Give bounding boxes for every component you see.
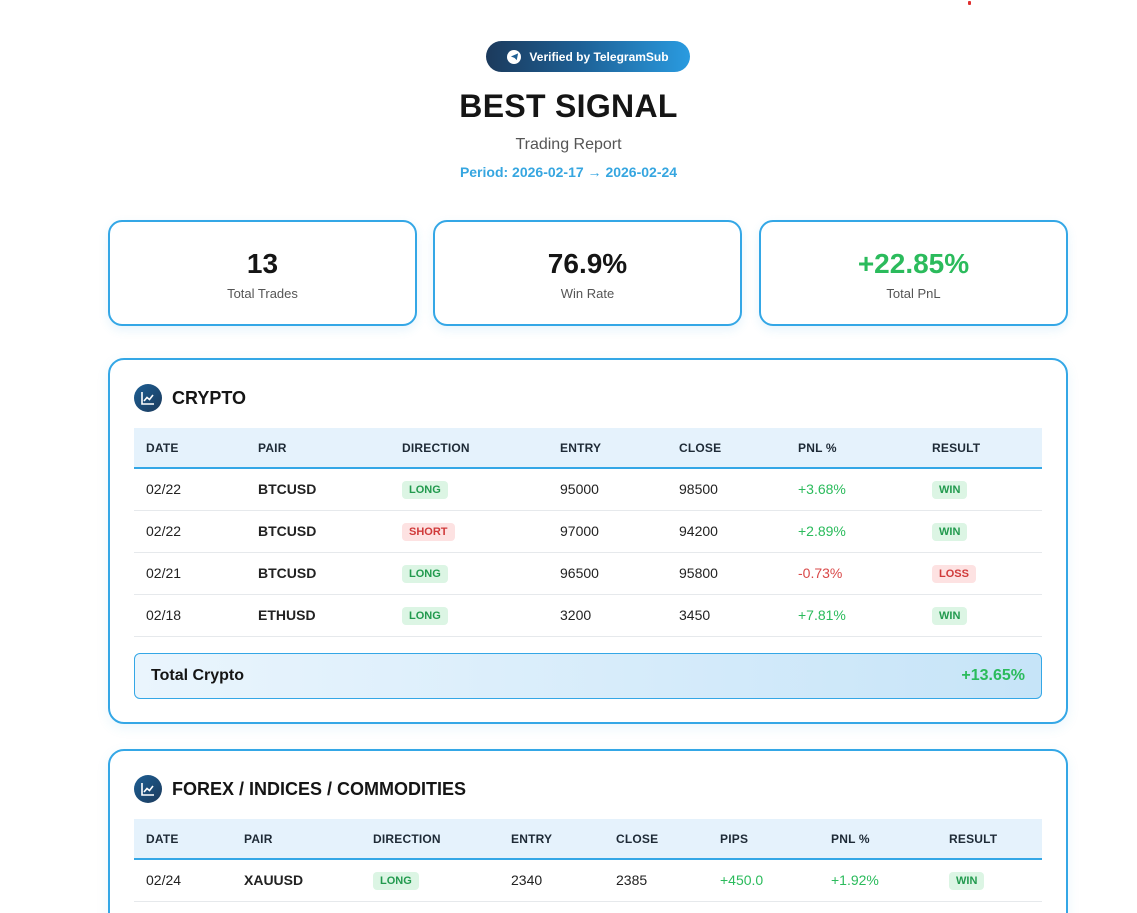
- close-cell: 2385: [604, 859, 708, 902]
- close-cell: 94200: [667, 510, 786, 553]
- chart-line-icon: [134, 775, 162, 803]
- close-cell: 95800: [667, 552, 786, 595]
- section-title: FOREX / INDICES / COMMODITIES: [172, 778, 467, 799]
- pair-cell: BTCUSD: [246, 468, 390, 511]
- telegram-icon: [507, 49, 522, 64]
- stat-label: Total PnL: [886, 286, 941, 301]
- stat-label: Total Trades: [227, 286, 298, 301]
- pair-cell: BTCUSD: [246, 510, 390, 553]
- table-row: 02/22 BTCUSD SHORT 97000 94200 +2.89% WI…: [134, 510, 1042, 553]
- crypto-total-bar: Total Crypto +13.65%: [134, 653, 1042, 699]
- forex-section: FOREX / INDICES / COMMODITIES DATE PAIR …: [108, 749, 1068, 913]
- stat-card-total-trades: 13 Total Trades: [108, 220, 417, 326]
- red-dot-marker: [968, 1, 971, 5]
- column-header: PAIR: [232, 819, 361, 860]
- column-header: DIRECTION: [390, 428, 548, 469]
- table-row: 02/24 XAUUSD LONG 2340 2385 +450.0 +1.92…: [134, 859, 1042, 902]
- entry-cell: 96500: [548, 552, 667, 595]
- table-header-row: DATE PAIR DIRECTION ENTRY CLOSE PNL % RE…: [134, 428, 1042, 469]
- page-subtitle: Trading Report: [515, 136, 622, 153]
- result-badge: WIN: [949, 871, 985, 890]
- stat-value: 76.9%: [547, 248, 628, 279]
- pnl-cell: +2.89%: [786, 510, 920, 553]
- table-row: 02/18 ETHUSD LONG 3200 3450 +7.81% WIN: [134, 594, 1042, 637]
- stat-value: 13: [246, 248, 279, 279]
- date-cell: 02/22: [134, 510, 246, 553]
- date-cell: 02/24: [134, 859, 232, 902]
- table-header-row: DATE PAIR DIRECTION ENTRY CLOSE PIPS PNL…: [134, 819, 1042, 860]
- section-title: CRYPTO: [172, 387, 247, 408]
- column-header: PNL %: [819, 819, 937, 860]
- pnl-cell: -0.73%: [786, 552, 920, 595]
- direction-badge: LONG: [402, 564, 448, 583]
- result-badge: WIN: [932, 522, 968, 541]
- crypto-section: CRYPTO DATE PAIR DIRECTION ENTRY CLOSE P…: [108, 358, 1068, 724]
- result-badge: LOSS: [932, 564, 976, 583]
- column-header: CLOSE: [667, 428, 786, 469]
- forex-table: DATE PAIR DIRECTION ENTRY CLOSE PIPS PNL…: [134, 819, 1042, 902]
- stat-card-win-rate: 76.9% Win Rate: [433, 220, 742, 326]
- direction-badge: SHORT: [402, 522, 455, 541]
- entry-cell: 3200: [548, 594, 667, 637]
- entry-cell: 95000: [548, 468, 667, 511]
- pnl-cell: +3.68%: [786, 468, 920, 511]
- stat-value: +22.85%: [857, 248, 970, 279]
- column-header: CLOSE: [604, 819, 708, 860]
- report-period: Period: 2026-02-17 → 2026-02-24: [459, 164, 678, 180]
- pair-cell: BTCUSD: [246, 552, 390, 595]
- pair-cell: XAUUSD: [232, 859, 361, 902]
- close-cell: 3450: [667, 594, 786, 637]
- entry-cell: 97000: [548, 510, 667, 553]
- date-cell: 02/21: [134, 552, 246, 595]
- column-header: RESULT: [920, 428, 1042, 469]
- stat-card-total-pnl: +22.85% Total PnL: [759, 220, 1068, 326]
- page-title: BEST SIGNAL: [459, 88, 678, 124]
- column-header: PNL %: [786, 428, 920, 469]
- forex-section-header: FOREX / INDICES / COMMODITIES: [134, 775, 466, 803]
- column-header: PAIR: [246, 428, 390, 469]
- pips-cell: +450.0: [708, 859, 819, 902]
- pnl-cell: +1.92%: [819, 859, 937, 902]
- total-value: +13.65%: [961, 667, 1025, 684]
- total-label: Total Crypto: [151, 667, 245, 684]
- column-header: DATE: [134, 428, 246, 469]
- crypto-section-header: CRYPTO: [134, 384, 246, 412]
- verified-badge-label: Verified by TelegramSub: [529, 49, 669, 64]
- date-cell: 02/18: [134, 594, 246, 637]
- direction-badge: LONG: [402, 480, 448, 499]
- stat-label: Win Rate: [560, 286, 615, 301]
- table-row: 02/22 BTCUSD LONG 95000 98500 +3.68% WIN: [134, 468, 1042, 511]
- entry-cell: 2340: [499, 859, 604, 902]
- result-badge: WIN: [932, 480, 968, 499]
- pnl-cell: +7.81%: [786, 594, 920, 637]
- crypto-table: DATE PAIR DIRECTION ENTRY CLOSE PNL % RE…: [134, 428, 1042, 637]
- close-cell: 98500: [667, 468, 786, 511]
- column-header: PIPS: [708, 819, 819, 860]
- pair-cell: ETHUSD: [246, 594, 390, 637]
- chart-line-icon: [134, 384, 162, 412]
- date-cell: 02/22: [134, 468, 246, 511]
- column-header: RESULT: [937, 819, 1042, 860]
- column-header: ENTRY: [499, 819, 604, 860]
- result-badge: WIN: [932, 606, 968, 625]
- column-header: DATE: [134, 819, 232, 860]
- verified-badge: Verified by TelegramSub: [486, 41, 690, 72]
- column-header: DIRECTION: [361, 819, 499, 860]
- table-row: 02/21 BTCUSD LONG 96500 95800 -0.73% LOS…: [134, 552, 1042, 595]
- direction-badge: LONG: [373, 871, 419, 890]
- direction-badge: LONG: [402, 606, 448, 625]
- column-header: ENTRY: [548, 428, 667, 469]
